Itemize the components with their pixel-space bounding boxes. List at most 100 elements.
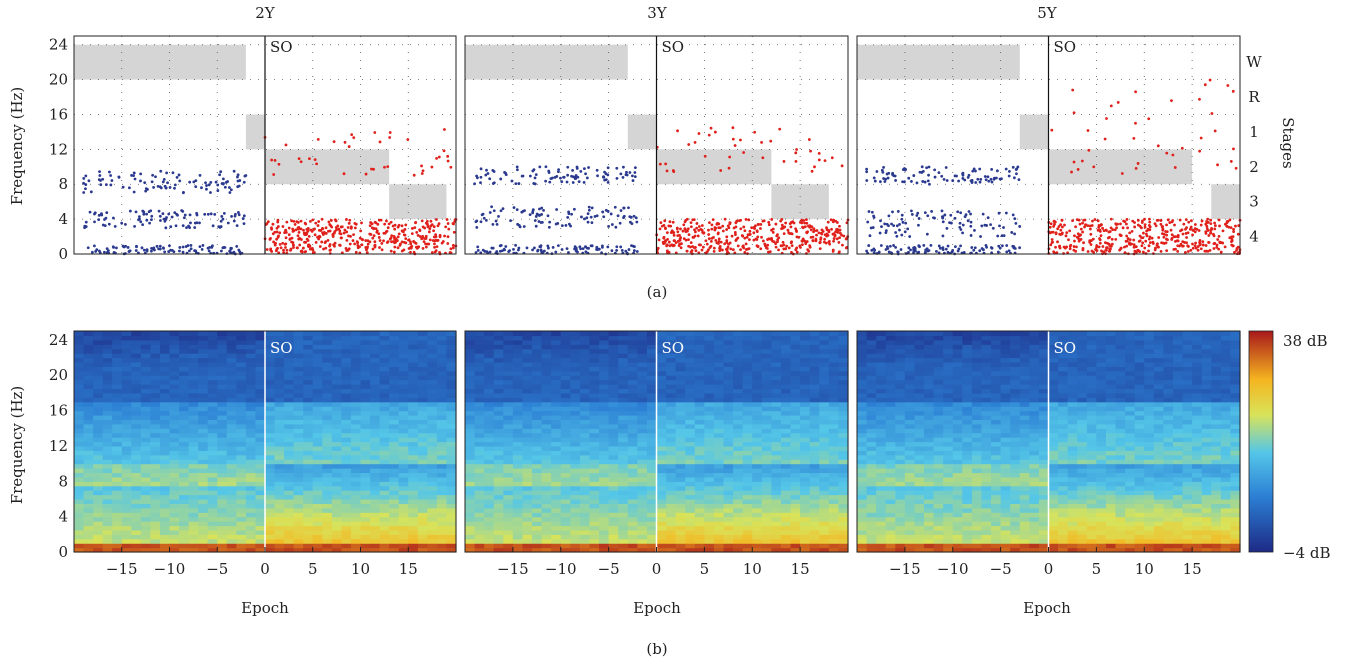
data-point xyxy=(364,239,368,242)
heatmap-cell xyxy=(704,388,715,394)
heatmap-cell xyxy=(341,494,352,500)
data-point xyxy=(823,233,827,237)
heatmap-cell xyxy=(599,481,610,487)
data-point xyxy=(300,249,304,253)
heatmap-cell xyxy=(656,353,667,359)
heatmap-cell xyxy=(608,463,619,469)
heatmap-cell xyxy=(188,529,199,535)
heatmap-cell xyxy=(532,388,543,394)
data-point xyxy=(89,190,93,194)
heatmap-cell xyxy=(303,397,314,403)
data-point xyxy=(98,174,102,177)
heatmap-cell xyxy=(303,538,314,544)
heatmap-cell xyxy=(198,432,209,438)
heatmap-cell xyxy=(560,476,571,482)
heatmap-cell xyxy=(150,521,161,527)
data-point xyxy=(135,245,138,249)
heatmap-cell xyxy=(704,419,715,425)
heatmap-cell xyxy=(608,454,619,460)
heatmap-cell xyxy=(360,339,371,345)
heatmap-cell xyxy=(627,397,638,403)
heatmap-cell xyxy=(560,534,571,540)
heatmap-cell xyxy=(512,521,524,527)
heatmap-cell xyxy=(169,388,180,394)
heatmap-cell xyxy=(150,472,161,478)
heatmap-cell xyxy=(360,503,371,509)
data-point xyxy=(583,217,586,221)
heatmap-cell xyxy=(179,481,190,487)
heatmap-cell xyxy=(446,534,457,540)
heatmap-cell xyxy=(694,353,705,359)
heatmap-cell xyxy=(370,454,381,460)
data-point xyxy=(586,220,590,224)
heatmap-cell xyxy=(265,441,276,447)
heatmap-cell xyxy=(370,379,381,385)
heatmap-cell xyxy=(512,401,524,407)
heatmap-cell xyxy=(704,401,715,407)
heatmap-cell xyxy=(465,516,476,522)
heatmap-cell xyxy=(159,370,171,376)
heatmap-cell xyxy=(379,392,390,398)
heatmap-cell xyxy=(274,370,285,376)
heatmap-cell xyxy=(341,521,352,527)
heatmap-cell xyxy=(532,485,543,491)
heatmap-cell xyxy=(331,507,342,513)
heatmap-cell xyxy=(570,428,581,434)
heatmap-cell xyxy=(398,498,409,504)
heatmap-cell xyxy=(74,498,85,504)
heatmap-cell xyxy=(331,428,342,434)
heatmap-cell xyxy=(265,481,276,487)
heatmap-cell xyxy=(121,472,132,478)
heatmap-cell xyxy=(713,521,725,527)
heatmap-cell xyxy=(370,529,381,535)
data-point xyxy=(817,231,821,235)
heatmap-cell xyxy=(627,459,638,465)
heatmap-cell xyxy=(646,406,658,412)
heatmap-cell xyxy=(627,525,638,531)
heatmap-cell xyxy=(217,370,228,376)
heatmap-cell xyxy=(560,503,571,509)
heatmap-cell xyxy=(226,392,237,398)
data-point xyxy=(238,179,242,182)
heatmap-cell xyxy=(236,419,247,425)
heatmap-cell xyxy=(217,428,228,434)
heatmap-cell xyxy=(331,503,342,509)
heatmap-cell xyxy=(102,498,113,504)
heatmap-cell xyxy=(666,335,677,341)
data-point xyxy=(435,156,438,160)
data-point xyxy=(169,225,173,229)
heatmap-cell xyxy=(637,335,648,341)
heatmap-cell xyxy=(198,379,209,385)
heatmap-cell xyxy=(398,494,409,500)
heatmap-cell xyxy=(112,437,123,443)
heatmap-cell xyxy=(675,538,686,544)
heatmap-cell xyxy=(618,494,629,500)
data-point xyxy=(634,216,638,220)
heatmap-cell xyxy=(474,507,485,513)
data-point xyxy=(368,240,372,244)
heatmap-cell xyxy=(465,357,476,363)
data-point xyxy=(434,235,438,239)
heatmap-cell xyxy=(589,507,600,513)
heatmap-cell xyxy=(284,529,295,535)
data-point xyxy=(373,240,377,244)
heatmap-cell xyxy=(551,494,562,500)
heatmap-cell xyxy=(608,476,619,482)
heatmap-cell xyxy=(341,529,352,535)
heatmap-cell xyxy=(551,379,562,385)
heatmap-cell xyxy=(532,494,543,500)
data-point xyxy=(173,211,177,215)
heatmap-cell xyxy=(312,445,323,451)
heatmap-cell xyxy=(217,397,228,403)
heatmap-cell xyxy=(112,361,123,367)
heatmap-cell xyxy=(465,490,476,496)
heatmap-cell xyxy=(446,521,457,527)
data-point xyxy=(760,140,763,144)
heatmap-cell xyxy=(245,476,257,482)
data-point xyxy=(492,170,496,173)
data-point xyxy=(365,251,369,255)
heatmap-cell xyxy=(484,468,495,474)
heatmap-cell xyxy=(245,388,257,394)
data-point xyxy=(243,174,247,178)
heatmap-cell xyxy=(532,366,543,372)
